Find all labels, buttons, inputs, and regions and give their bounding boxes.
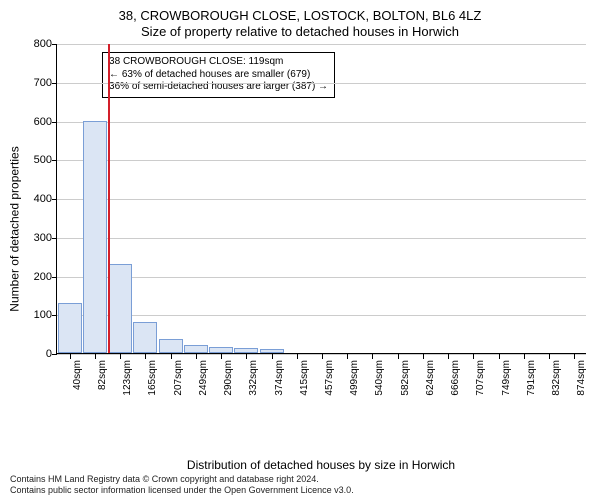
y-tick-mark [52, 315, 57, 316]
y-axis-label: Number of detached properties [8, 44, 22, 414]
plot-wrap: 38 CROWBOROUGH CLOSE: 119sqm← 63% of det… [56, 44, 586, 414]
y-tick-mark [52, 238, 57, 239]
histogram-bar [133, 322, 157, 353]
y-tick-mark [52, 160, 57, 161]
grid-line [57, 199, 586, 200]
y-tick-mark [52, 122, 57, 123]
y-axis-ticks: 0100200300400500600700800 [24, 44, 54, 354]
y-tick-label: 600 [24, 116, 52, 128]
y-tick-label: 400 [24, 193, 52, 205]
x-tick-label: 874sqm [576, 360, 600, 396]
histogram-bar [83, 121, 107, 354]
footer-line-2: Contains public sector information licen… [10, 485, 590, 496]
y-tick-label: 100 [24, 309, 52, 321]
histogram-bar [209, 347, 233, 353]
histogram-bar [260, 349, 284, 353]
histogram-chart: 38, CROWBOROUGH CLOSE, LOSTOCK, BOLTON, … [0, 0, 600, 500]
annotation-line: 38 CROWBOROUGH CLOSE: 119sqm [109, 56, 328, 69]
grid-line [57, 122, 586, 123]
y-tick-mark [52, 83, 57, 84]
histogram-bar [159, 339, 183, 353]
histogram-bar [184, 345, 208, 353]
histogram-bar [58, 303, 82, 353]
chart-title: 38, CROWBOROUGH CLOSE, LOSTOCK, BOLTON, … [10, 8, 590, 24]
x-axis-label: Distribution of detached houses by size … [56, 458, 586, 472]
grid-line [57, 315, 586, 316]
y-tick-label: 800 [24, 38, 52, 50]
y-tick-label: 200 [24, 271, 52, 283]
grid-line [57, 277, 586, 278]
histogram-bar [108, 264, 132, 353]
property-marker-line [108, 44, 110, 353]
plot-area: 38 CROWBOROUGH CLOSE: 119sqm← 63% of det… [56, 44, 586, 354]
y-tick-label: 500 [24, 154, 52, 166]
y-tick-mark [52, 44, 57, 45]
y-tick-label: 700 [24, 77, 52, 89]
annotation-line: ← 63% of detached houses are smaller (67… [109, 69, 328, 82]
y-tick-mark [52, 199, 57, 200]
y-tick-label: 300 [24, 232, 52, 244]
grid-line [57, 83, 586, 84]
histogram-bar [234, 348, 258, 353]
annotation-box: 38 CROWBOROUGH CLOSE: 119sqm← 63% of det… [102, 52, 335, 98]
footer-note: Contains HM Land Registry data © Crown c… [10, 474, 590, 496]
grid-line [57, 238, 586, 239]
y-tick-mark [52, 277, 57, 278]
grid-line [57, 160, 586, 161]
footer-line-1: Contains HM Land Registry data © Crown c… [10, 474, 590, 485]
chart-subtitle: Size of property relative to detached ho… [10, 24, 590, 40]
y-tick-label: 0 [24, 348, 52, 360]
grid-line [57, 44, 586, 45]
x-axis-ticks: 40sqm82sqm123sqm165sqm207sqm249sqm290sqm… [56, 354, 586, 414]
